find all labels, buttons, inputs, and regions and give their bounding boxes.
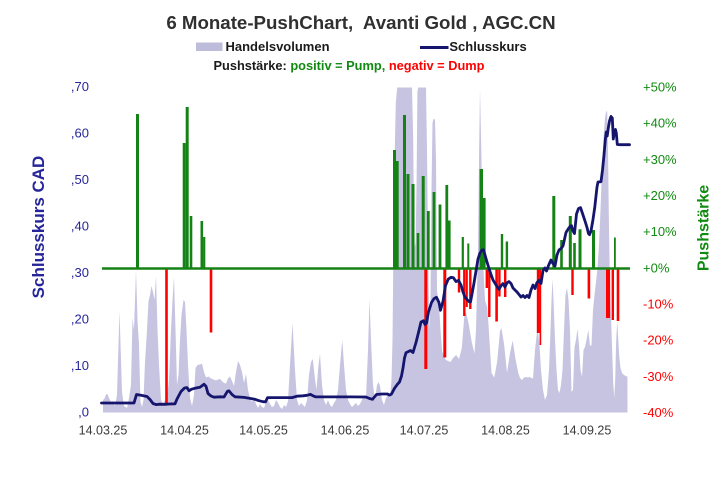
svg-text:14.09.25: 14.09.25: [563, 424, 612, 438]
svg-text:+20%: +20%: [643, 188, 677, 203]
svg-text:6 Monate-PushChart, Avanti Go: 6 Monate-PushChart, Avanti Gold , AGC.CN: [166, 12, 555, 33]
svg-text:,30: ,30: [71, 265, 89, 280]
svg-text:14.08.25: 14.08.25: [481, 424, 530, 438]
svg-text:-30%: -30%: [643, 369, 674, 384]
svg-text:,40: ,40: [71, 219, 89, 234]
svg-text:,10: ,10: [71, 358, 89, 373]
svg-text:14.04.25: 14.04.25: [160, 424, 209, 438]
svg-text:-10%: -10%: [643, 297, 674, 312]
svg-text:,0: ,0: [78, 405, 89, 420]
svg-text:Schlusskurs CAD: Schlusskurs CAD: [29, 156, 48, 299]
svg-text:+10%: +10%: [643, 224, 677, 239]
svg-text:Pushstärke: Pushstärke: [696, 185, 713, 271]
svg-text:14.03.25: 14.03.25: [79, 424, 128, 438]
svg-text:+40%: +40%: [643, 116, 677, 131]
svg-text:-20%: -20%: [643, 333, 674, 348]
svg-text:+50%: +50%: [643, 80, 677, 95]
svg-text:,50: ,50: [71, 172, 89, 187]
svg-text:Schlusskurs: Schlusskurs: [449, 39, 526, 54]
svg-text:14.06.25: 14.06.25: [321, 424, 370, 438]
svg-text:-40%: -40%: [643, 405, 674, 420]
svg-text:,20: ,20: [71, 312, 89, 327]
svg-text:14.07.25: 14.07.25: [400, 424, 449, 438]
svg-text:+30%: +30%: [643, 152, 677, 167]
svg-text:14.05.25: 14.05.25: [239, 424, 288, 438]
svg-text:Handelsvolumen: Handelsvolumen: [226, 39, 330, 54]
svg-text:+0%: +0%: [643, 260, 670, 275]
svg-text:,70: ,70: [71, 79, 89, 94]
svg-text:Pushstärke: positiv = Pump, ne: Pushstärke: positiv = Pump, negativ = Du…: [214, 58, 485, 73]
svg-text:,60: ,60: [71, 126, 89, 141]
